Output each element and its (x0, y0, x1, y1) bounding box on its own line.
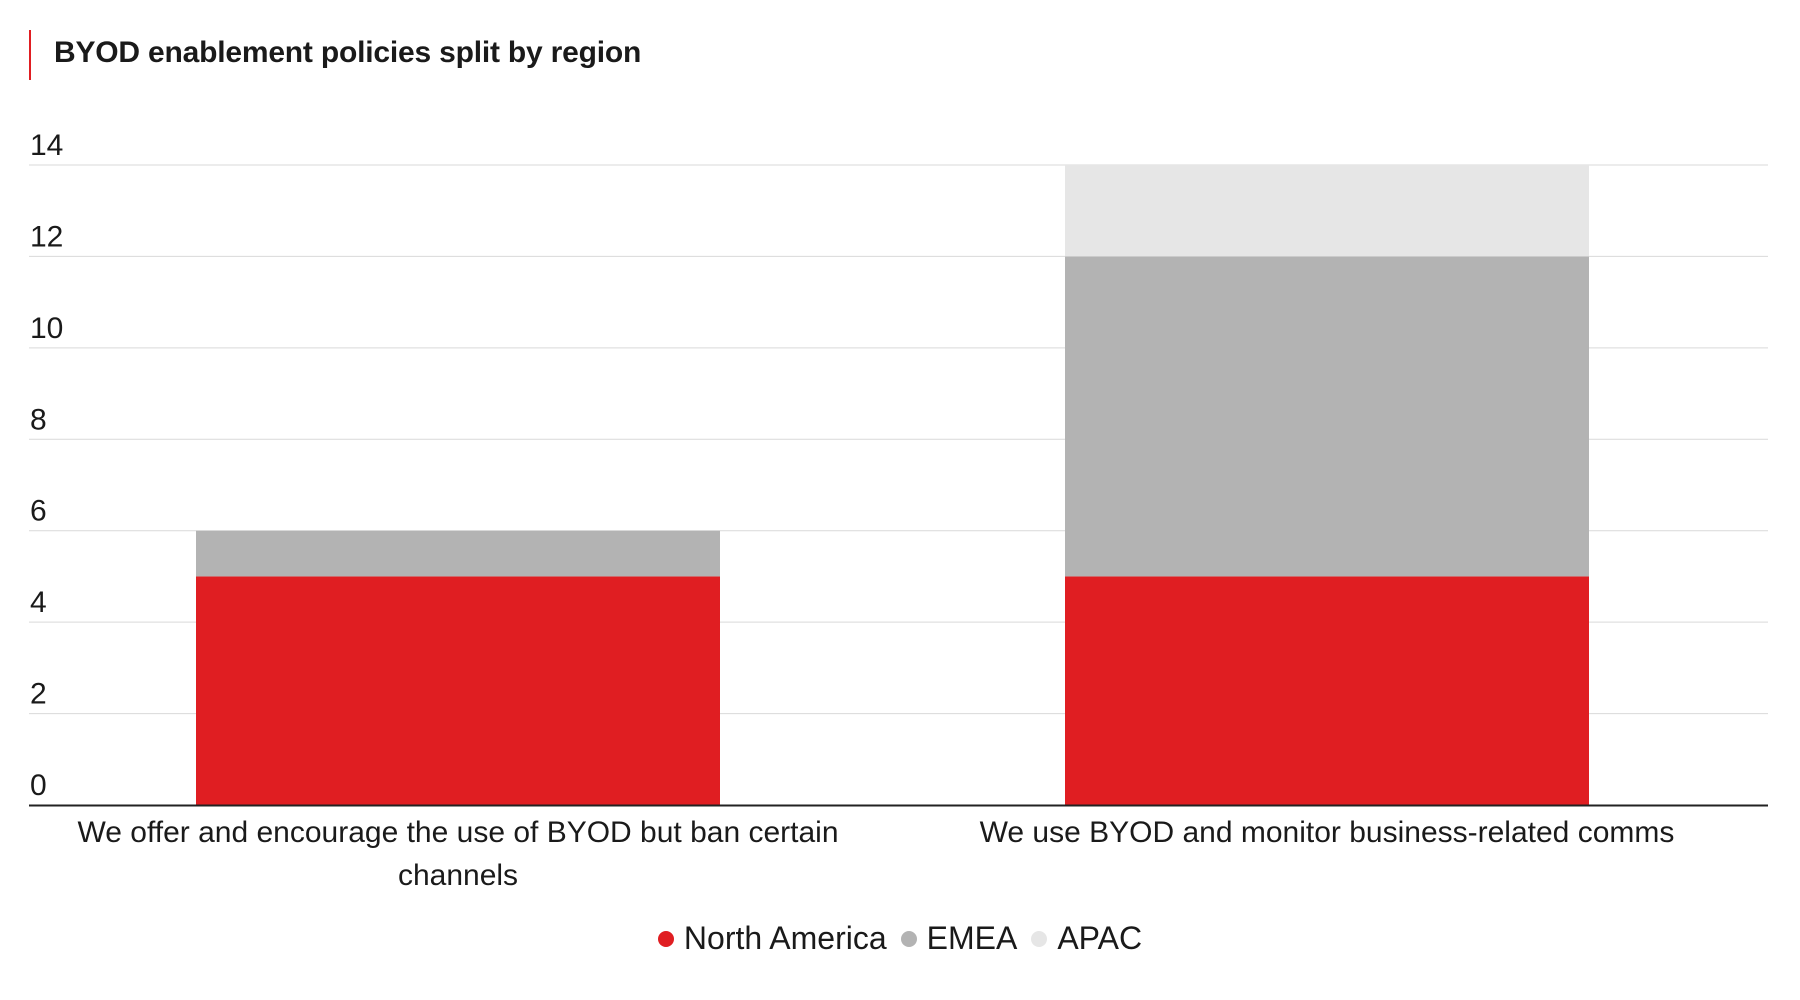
x-category-label: We offer and encourage the use of BYOD b… (77, 816, 838, 849)
bar-segment-emea (1065, 256, 1589, 577)
bar-segment-north-america (1065, 576, 1589, 805)
y-tick-label: 8 (30, 403, 47, 436)
x-category-label: channels (398, 859, 518, 892)
legend-label: EMEA (926, 920, 1018, 956)
chart-legend: North America EMEA APAC (0, 920, 1800, 957)
chart-title: BYOD enablement policies split by region (54, 36, 642, 69)
legend-swatch (657, 930, 674, 947)
y-tick-label: 12 (30, 220, 63, 253)
legend-item: APAC (1031, 920, 1142, 957)
y-tick-label: 10 (30, 312, 63, 345)
bar-segment-apac (1065, 165, 1589, 257)
y-tick-label: 14 (30, 129, 63, 162)
legend-label: North America (683, 920, 887, 956)
legend-swatch (1031, 930, 1048, 947)
y-tick-label: 2 (30, 678, 47, 711)
legend-label: APAC (1057, 920, 1143, 956)
legend-item: North America (657, 920, 887, 957)
y-tick-label: 0 (30, 769, 47, 802)
stacked-bar-chart: 0 2 4 6 8 10 12 14 We offer and encourage the us… (29, 129, 1768, 892)
legend-item: EMEA (900, 920, 1018, 957)
y-tick-label: 4 (30, 586, 47, 619)
title-block: BYOD enablement policies split by region (29, 30, 641, 80)
x-category-label: We use BYOD and monitor business-related… (980, 816, 1675, 849)
bar-segment-north-america (196, 576, 720, 805)
legend-swatch (900, 930, 917, 947)
bar-segment-emea (196, 530, 720, 577)
y-tick-label: 6 (30, 495, 47, 528)
